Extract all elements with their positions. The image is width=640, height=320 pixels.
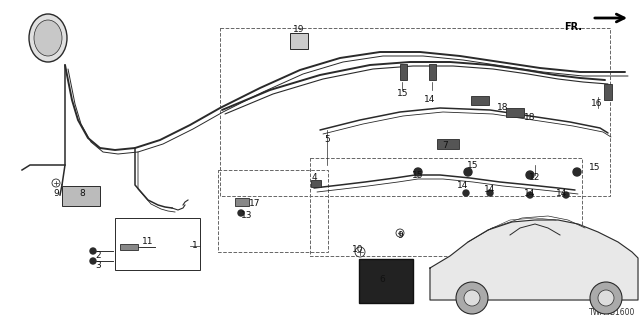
- Circle shape: [487, 190, 493, 196]
- Text: 14: 14: [424, 95, 436, 105]
- Circle shape: [90, 248, 96, 254]
- Text: 9: 9: [397, 230, 403, 239]
- Bar: [437, 139, 459, 149]
- Text: 14: 14: [484, 186, 496, 195]
- Text: 8: 8: [79, 188, 85, 197]
- Text: 14: 14: [556, 188, 568, 197]
- Circle shape: [238, 210, 244, 216]
- Circle shape: [456, 282, 488, 314]
- Circle shape: [598, 290, 614, 306]
- Bar: [399, 64, 406, 80]
- Text: 15: 15: [589, 164, 601, 172]
- Text: 13: 13: [241, 211, 253, 220]
- Text: 18: 18: [524, 114, 536, 123]
- Circle shape: [463, 190, 469, 196]
- Text: 15: 15: [397, 90, 409, 99]
- Bar: [506, 108, 524, 116]
- Circle shape: [464, 290, 480, 306]
- Text: 5: 5: [324, 135, 330, 145]
- Text: 14: 14: [524, 188, 536, 197]
- Bar: [604, 84, 612, 100]
- FancyBboxPatch shape: [359, 259, 413, 303]
- Bar: [235, 198, 249, 206]
- Bar: [290, 33, 308, 49]
- Circle shape: [573, 168, 581, 176]
- Circle shape: [527, 192, 533, 198]
- Bar: [62, 186, 100, 206]
- Circle shape: [526, 171, 534, 179]
- Ellipse shape: [34, 20, 62, 56]
- Bar: [311, 180, 321, 187]
- Circle shape: [90, 258, 96, 264]
- Text: 11: 11: [142, 237, 154, 246]
- Text: 4: 4: [311, 173, 317, 182]
- Circle shape: [590, 282, 622, 314]
- Text: 9: 9: [53, 188, 59, 197]
- Ellipse shape: [29, 14, 67, 62]
- Text: TWA4B1600: TWA4B1600: [589, 308, 635, 317]
- Circle shape: [464, 168, 472, 176]
- Bar: [220, 28, 610, 196]
- Text: 1: 1: [192, 242, 198, 251]
- Text: 17: 17: [249, 199, 260, 209]
- Text: 2: 2: [95, 252, 101, 260]
- Text: 18: 18: [497, 103, 509, 113]
- Text: FR.: FR.: [564, 22, 582, 32]
- Text: 19: 19: [293, 26, 305, 35]
- Bar: [115, 218, 200, 270]
- Text: 10: 10: [352, 245, 364, 254]
- Polygon shape: [430, 220, 638, 300]
- Text: 15: 15: [412, 171, 424, 180]
- Text: 14: 14: [458, 180, 468, 189]
- Bar: [429, 64, 435, 80]
- Circle shape: [355, 247, 365, 257]
- Bar: [310, 158, 582, 256]
- Bar: [471, 95, 489, 105]
- Text: 12: 12: [529, 173, 541, 182]
- Circle shape: [396, 229, 404, 237]
- Text: 3: 3: [95, 260, 101, 269]
- Bar: [218, 170, 328, 252]
- Text: 7: 7: [442, 140, 448, 149]
- Text: 15: 15: [467, 161, 479, 170]
- Circle shape: [414, 168, 422, 176]
- Text: 6: 6: [379, 276, 385, 284]
- Text: 16: 16: [591, 100, 603, 108]
- Circle shape: [563, 192, 569, 198]
- Circle shape: [52, 179, 60, 187]
- Bar: [120, 244, 138, 250]
